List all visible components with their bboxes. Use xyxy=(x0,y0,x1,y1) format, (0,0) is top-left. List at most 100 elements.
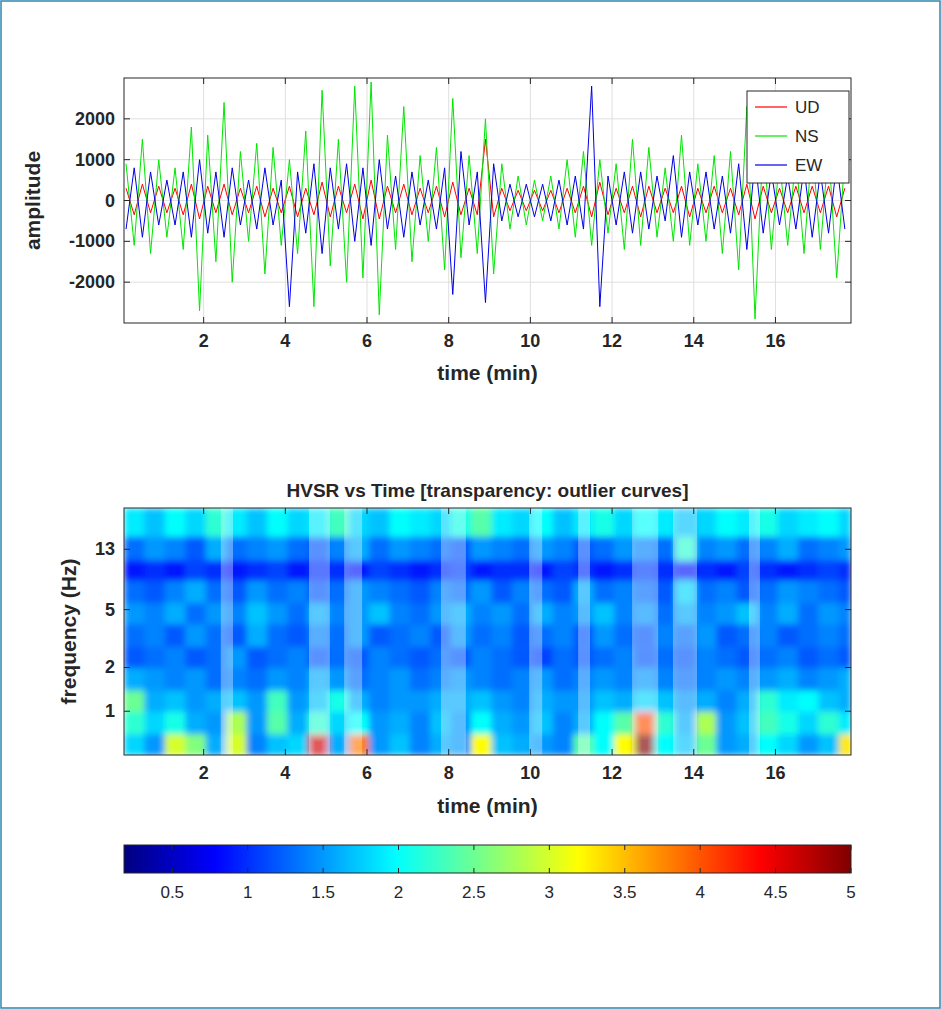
heatmap-cell xyxy=(614,646,635,668)
heatmap-cell xyxy=(247,711,268,734)
heatmap-cell xyxy=(757,536,778,560)
tick-label-x: 10 xyxy=(520,331,540,351)
outlier-band xyxy=(221,508,233,755)
colorbar-tick xyxy=(473,868,474,873)
heatmap-cell xyxy=(267,508,288,537)
heatmap-cell xyxy=(144,624,165,647)
heatmap-cell xyxy=(777,624,798,647)
tick-y-right xyxy=(845,241,851,242)
heatmap-cell xyxy=(124,602,145,624)
heatmap-cell xyxy=(594,690,615,712)
tick-label-x: 6 xyxy=(362,763,372,783)
heatmap-cell xyxy=(798,667,819,690)
heatmap-cell xyxy=(839,711,851,734)
tick-x-top xyxy=(367,508,368,514)
figure-border xyxy=(1,1,940,1008)
heatmap-cell xyxy=(553,508,574,537)
series-line xyxy=(126,86,845,307)
heatmap-cell xyxy=(287,580,308,603)
heatmap-cell xyxy=(839,667,851,690)
heatmap-cell xyxy=(124,690,145,712)
heatmap-cell xyxy=(247,536,268,560)
tick-y xyxy=(124,200,130,201)
heatmap-cell xyxy=(471,667,492,690)
heatmap-cell xyxy=(777,580,798,603)
heatmap-cell xyxy=(798,536,819,560)
heatmap-cell xyxy=(267,646,288,668)
heatmap-cell xyxy=(614,560,635,581)
tick-x xyxy=(448,749,449,755)
heatmap-cell xyxy=(716,536,737,560)
heatmap-cell xyxy=(492,580,513,603)
tick-x-top xyxy=(285,508,286,514)
heatmap-cell xyxy=(185,734,206,755)
heatmap-cell xyxy=(818,580,839,603)
heatmap-cell xyxy=(614,602,635,624)
tick-x-top xyxy=(448,78,449,84)
heatmap-cell xyxy=(716,602,737,624)
heatmap-cell xyxy=(165,690,186,712)
heatmap-cell xyxy=(798,711,819,734)
heatmap-cell xyxy=(614,667,635,690)
heatmap-cell xyxy=(144,667,165,690)
tick-x-top xyxy=(693,78,694,84)
legend-box xyxy=(747,91,849,183)
heatmap-cell xyxy=(594,602,615,624)
outlier-band xyxy=(441,508,466,755)
colorbar-tick-label: 4.5 xyxy=(764,883,788,902)
tick-x-top xyxy=(203,78,204,84)
colorbar-tick-top xyxy=(473,845,474,850)
outlier-band xyxy=(344,508,362,755)
chart-title: HVSR vs Time [transparency: outlier curv… xyxy=(287,480,689,501)
x-axis-title: time (min) xyxy=(437,794,537,817)
x-axis-title: time (min) xyxy=(437,361,537,384)
heatmap-cell xyxy=(267,667,288,690)
heatmap-cell xyxy=(287,602,308,624)
heatmap-cell xyxy=(389,560,410,581)
colorbar-tick xyxy=(624,868,625,873)
legend-swatch xyxy=(755,135,787,136)
tick-label-x: 4 xyxy=(280,331,290,351)
heatmap-cell xyxy=(492,734,513,755)
tick-label-y: 1000 xyxy=(75,150,115,170)
tick-y xyxy=(124,667,130,668)
heatmap-cell xyxy=(369,536,390,560)
y-axis-title: amplitude xyxy=(21,151,44,250)
grid xyxy=(124,78,851,323)
tick-x-top xyxy=(775,508,776,514)
heatmap-cell xyxy=(124,560,145,581)
heatmap-cell xyxy=(287,508,308,537)
heatmap-cell xyxy=(287,624,308,647)
axes-box xyxy=(124,508,851,755)
heatmap-cell xyxy=(594,624,615,647)
heatmap-cell xyxy=(696,508,717,537)
heatmap-cell xyxy=(144,734,165,755)
heatmap-cell xyxy=(185,508,206,537)
heatmap-cell xyxy=(165,508,186,537)
colorbar-tick-top xyxy=(549,845,550,850)
heatmap-cell xyxy=(777,711,798,734)
tick-x xyxy=(775,317,776,323)
tick-label-x: 8 xyxy=(444,331,454,351)
heatmap-cell xyxy=(818,560,839,581)
heatmap-cell xyxy=(389,508,410,537)
heatmap-cell xyxy=(144,580,165,603)
heatmap-cell xyxy=(165,560,186,581)
heatmap-cell xyxy=(287,667,308,690)
heatmap-cell xyxy=(471,624,492,647)
heatmap-cell xyxy=(369,580,390,603)
heatmap-cell xyxy=(839,560,851,581)
outlier-band xyxy=(578,508,590,755)
heatmap-cell xyxy=(594,711,615,734)
grid-line-y xyxy=(124,282,851,283)
heatmap-cell xyxy=(696,690,717,712)
outlier-band xyxy=(309,508,330,755)
tick-label-x: 12 xyxy=(602,331,622,351)
heatmap-cell xyxy=(165,624,186,647)
heatmap-cell xyxy=(410,624,431,647)
heatmap-cell xyxy=(716,508,737,537)
heatmap-cell xyxy=(818,624,839,647)
tick-x xyxy=(530,749,531,755)
tick-x xyxy=(367,317,368,323)
heatmap-cell xyxy=(287,734,308,755)
